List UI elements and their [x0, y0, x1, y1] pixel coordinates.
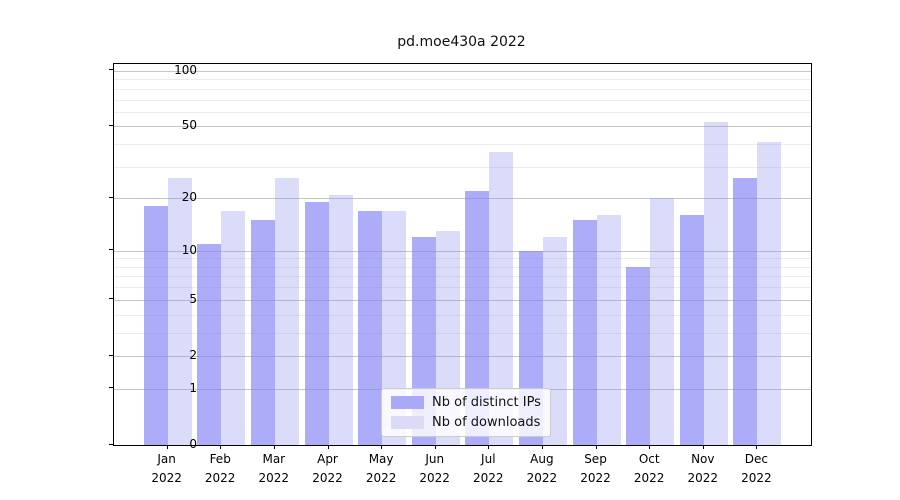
bar-mar-downloads [274, 177, 299, 445]
gridline-y-3 [114, 332, 811, 334]
bar-oct-downloads [650, 198, 675, 445]
x-tick-label-may: May 2022 [351, 450, 411, 488]
y-tick-label-20: 20 [181, 190, 197, 205]
legend-label-distinct-ips: Nb of distinct IPs [432, 395, 541, 410]
gridline-y-7 [114, 276, 811, 278]
x-tick-year-dec: 2022 [741, 471, 772, 485]
y-tick-mark-100 [109, 69, 113, 71]
x-tick-year-aug: 2022 [526, 471, 558, 485]
y-tick-mark-0 [109, 443, 113, 445]
gridline-y-50 [114, 126, 811, 128]
legend-row-distinct-ips: Nb of distinct IPs [391, 395, 541, 410]
bar-feb-distinct-ips [197, 243, 222, 445]
x-tick-mark-feb [220, 445, 222, 449]
x-tick-label-nov: Nov 2022 [673, 450, 733, 488]
bar-sep-distinct-ips [572, 220, 597, 445]
x-tick-year-jul: 2022 [473, 471, 504, 485]
gridline-y-10 [114, 250, 811, 252]
x-tick-label-dec: Dec 2022 [726, 450, 786, 488]
y-tick-mark-10 [109, 249, 113, 251]
y-tick-label-100: 100 [174, 62, 197, 77]
gridline-y-70 [114, 99, 811, 101]
x-tick-year-oct: 2022 [633, 471, 665, 485]
legend-swatch-downloads [391, 416, 424, 429]
y-tick-label-50: 50 [181, 118, 197, 133]
gridline-y-30 [114, 166, 811, 168]
x-tick-year-apr: 2022 [312, 471, 343, 485]
x-tick-mark-sep [595, 445, 597, 449]
gridline-y-4 [114, 314, 811, 316]
gridline-y-40 [114, 144, 811, 145]
y-tick-mark-5 [109, 298, 113, 300]
x-tick-year-jan: 2022 [151, 471, 182, 485]
x-tick-label-feb: Feb 2022 [190, 450, 250, 488]
bar-mar-distinct-ips [250, 220, 275, 445]
x-tick-label-sep: Sep 2022 [566, 450, 626, 488]
gridline-y-9 [114, 258, 811, 260]
gridline-y-5 [114, 299, 811, 301]
gridline-y-100 [114, 70, 811, 72]
y-tick-label-0: 0 [189, 437, 197, 451]
y-tick-mark-2 [109, 354, 113, 356]
x-tick-year-may: 2022 [365, 471, 397, 485]
gridline-y-2 [114, 356, 811, 357]
x-tick-mark-may [381, 445, 383, 449]
x-tick-label-aug: Aug 2022 [512, 450, 572, 488]
gridline-y-20 [114, 198, 811, 200]
x-tick-mark-apr [327, 445, 329, 449]
y-tick-mark-1 [109, 387, 113, 389]
chart-title: pd.moe430a 2022 [397, 34, 526, 50]
gridline-y-8 [114, 266, 811, 268]
x-tick-label-mar: Mar 2022 [244, 450, 304, 488]
x-tick-label-oct: Oct 2022 [619, 450, 679, 488]
legend: Nb of distinct IPs Nb of downloads [381, 388, 551, 437]
x-tick-mark-dec [756, 445, 758, 449]
x-tick-label-apr: Apr 2022 [298, 450, 358, 488]
y-tick-label-2: 2 [189, 348, 197, 362]
bar-nov-distinct-ips [679, 215, 704, 445]
x-tick-year-feb: 2022 [204, 471, 236, 485]
legend-label-downloads: Nb of downloads [432, 415, 541, 430]
x-tick-mark-aug [541, 445, 543, 449]
legend-row-downloads: Nb of downloads [391, 415, 541, 430]
x-tick-year-sep: 2022 [580, 471, 611, 485]
x-tick-mark-jan [166, 445, 168, 449]
bar-jan-downloads [167, 177, 192, 445]
bar-dec-distinct-ips [733, 177, 758, 445]
legend-swatch-distinct-ips [391, 396, 424, 409]
y-tick-label-10: 10 [181, 242, 197, 257]
x-tick-label-jan: Jan 2022 [137, 450, 197, 488]
bar-sep-downloads [596, 215, 621, 445]
x-tick-year-mar: 2022 [258, 471, 290, 485]
x-tick-year-nov: 2022 [687, 471, 719, 485]
gridline-y-60 [114, 111, 811, 113]
bar-may-distinct-ips [358, 210, 383, 445]
y-tick-mark-20 [109, 196, 113, 198]
x-tick-year-jun: 2022 [419, 471, 450, 485]
y-tick-mark-50 [109, 124, 113, 126]
bar-feb-downloads [221, 210, 246, 445]
x-tick-label-jun: Jun 2022 [405, 450, 465, 488]
x-tick-mark-nov [702, 445, 704, 449]
x-tick-mark-oct [649, 445, 651, 449]
gridline-y-90 [114, 79, 811, 81]
bar-nov-downloads [703, 121, 728, 445]
x-tick-mark-jul [488, 445, 490, 449]
bar-oct-distinct-ips [626, 266, 651, 445]
bar-apr-distinct-ips [304, 202, 329, 445]
gridline-y-80 [114, 88, 811, 90]
bar-apr-downloads [328, 194, 353, 445]
x-tick-mark-jun [434, 445, 436, 449]
x-tick-label-jul: Jul 2022 [458, 450, 518, 488]
y-tick-label-5: 5 [189, 291, 197, 306]
plot-area: Nb of distinct IPs Nb of downloads [113, 63, 812, 446]
bar-jan-distinct-ips [143, 206, 168, 445]
gridline-y-6 [114, 287, 811, 289]
x-tick-mark-mar [273, 445, 275, 449]
bar-dec-downloads [757, 142, 782, 445]
y-tick-label-1: 1 [189, 380, 197, 395]
